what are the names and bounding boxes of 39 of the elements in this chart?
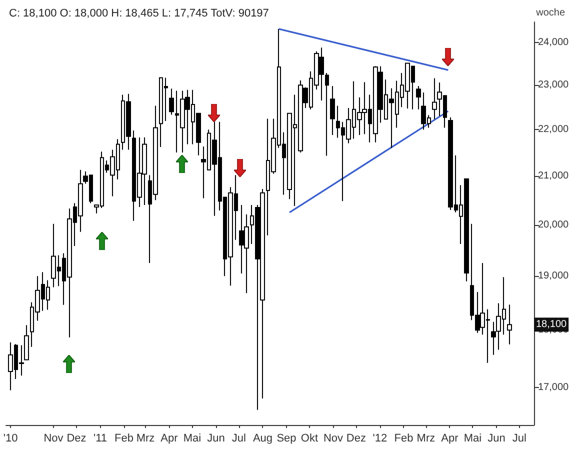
- x-tick-label: Apr: [441, 432, 459, 444]
- x-tick-label: Dez: [346, 432, 366, 444]
- annotation: 18,100: [536, 319, 568, 330]
- candlestick: [507, 304, 512, 345]
- x-tick-label: Jul: [232, 432, 246, 444]
- x-tick-label: Feb: [394, 432, 414, 444]
- x-tick-label: Okt: [300, 432, 318, 444]
- x-tick-label: '12: [372, 432, 388, 444]
- x-tick-label: Jun: [207, 432, 225, 444]
- candlestick: [491, 321, 496, 356]
- x-tick-label: Sep: [276, 432, 296, 444]
- x-tick-label: Mrz: [416, 432, 436, 444]
- y-tick-label: 22,000: [538, 124, 570, 136]
- x-tick-label: '11: [93, 432, 108, 444]
- x-tick-label: Feb: [114, 432, 134, 444]
- x-tick-label: Mai: [183, 432, 202, 444]
- chart-title: C: 18,100 O: 18,000 H: 18,465 L: 17,745 TotV: 90197: [9, 8, 269, 20]
- x-tick-label: Mrz: [136, 432, 155, 444]
- y-tick-label: 19,000: [538, 270, 570, 282]
- candlestick: [24, 324, 29, 360]
- x-tick-label: Jul: [512, 432, 526, 444]
- y-tick-label: 21,000: [538, 170, 570, 182]
- x-tick-label: Dez: [66, 432, 86, 444]
- x-tick-label: Nov: [44, 432, 64, 444]
- y-tick-label: 20,000: [538, 219, 570, 230]
- candlestick: [169, 88, 174, 116]
- x-tick-label: Nov: [323, 432, 344, 444]
- candlestick: [330, 86, 335, 136]
- y-tick-label: 23,000: [538, 80, 570, 91]
- x-tick-label: Mai: [464, 432, 482, 444]
- x-tick-label: '10: [3, 432, 18, 444]
- y-tick-label: 17,000: [538, 382, 570, 393]
- chart-subtitle: woche: [535, 8, 566, 18]
- x-tick-label: Jun: [488, 432, 506, 444]
- candlestick: [432, 78, 437, 120]
- candlestick: [416, 86, 421, 110]
- y-tick-label: 24,000: [538, 37, 570, 48]
- x-tick-label: Aug: [252, 432, 273, 444]
- x-tick-label: Apr: [160, 432, 178, 444]
